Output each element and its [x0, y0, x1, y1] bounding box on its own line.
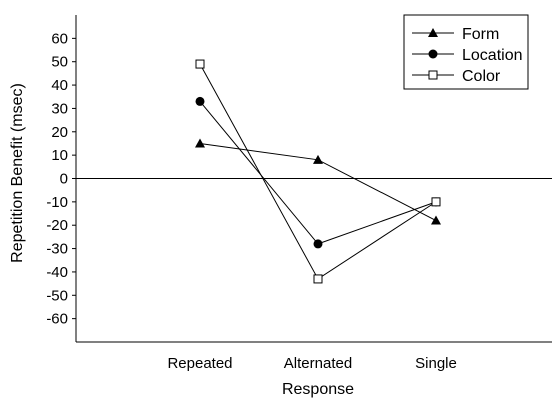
y-tick-label: -20	[46, 217, 68, 234]
data-point-form	[431, 215, 441, 225]
y-tick-label: -10	[46, 194, 68, 211]
legend-marker-location	[428, 49, 438, 59]
legend-label-color: Color	[462, 68, 501, 85]
series-group	[195, 59, 441, 284]
series-location-line	[199, 101, 437, 245]
y-tick-label: 0	[60, 171, 68, 188]
x-tick-labels: Repeated Alternated Single	[167, 355, 456, 372]
y-tick-label: -50	[46, 287, 68, 304]
data-point-form	[195, 138, 205, 148]
x-tick-label: Alternated	[284, 355, 352, 372]
y-axis-title: Repetition Benefit (msec)	[9, 83, 26, 263]
y-tick-label: 20	[51, 124, 68, 141]
y-tick-label: 40	[51, 77, 68, 94]
series-form	[195, 138, 441, 225]
x-tick-label: Repeated	[167, 355, 232, 372]
x-axis-title: Response	[282, 381, 354, 398]
data-point-color	[431, 197, 441, 207]
data-point-color	[313, 274, 323, 284]
data-point-color	[195, 59, 205, 69]
y-ticks: 60 50 40 30 20 10 0 -10 -20 -30 -40 -50 -60	[46, 30, 76, 328]
x-tick-label: Single	[415, 355, 457, 372]
legend-label-location: Location	[462, 47, 523, 64]
legend: Form Location Color	[403, 14, 529, 90]
legend-marker-form	[428, 28, 438, 37]
series-location	[195, 96, 441, 249]
y-tick-label: -60	[46, 311, 68, 328]
y-tick-label: -30	[46, 241, 68, 258]
data-point-location	[313, 239, 323, 249]
legend-marker-color	[428, 70, 438, 80]
legend-label-form: Form	[462, 26, 499, 43]
y-tick-label: 30	[51, 100, 68, 117]
y-tick-label: -40	[46, 264, 68, 281]
legend-box	[403, 14, 529, 90]
y-tick-label: 50	[51, 54, 68, 71]
data-point-location	[195, 96, 205, 106]
series-color	[195, 59, 441, 284]
y-tick-label: 60	[51, 30, 68, 47]
y-tick-label: 10	[51, 147, 68, 164]
data-point-form	[313, 154, 323, 164]
